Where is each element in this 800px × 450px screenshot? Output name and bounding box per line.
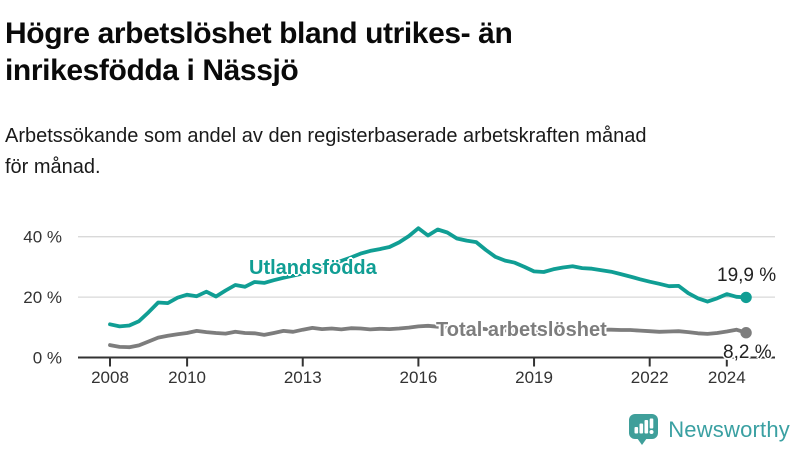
end-value-label-utlandsfodda: 19,9 % xyxy=(717,265,777,286)
newsworthy-wordmark: Newsworthy xyxy=(668,416,790,442)
series-end-dot-utlandsfodda xyxy=(740,291,752,304)
y-tick-label-40: 40 % xyxy=(23,228,62,247)
x-tick-label-2010: 2010 xyxy=(168,368,206,387)
x-tick-label-2013: 2013 xyxy=(284,368,322,387)
y-tick-label-20: 20 % xyxy=(23,288,62,307)
title-line-1: Högre arbetslöshet bland utrikes- än xyxy=(5,17,513,50)
subtitle-line-1: Arbetssökande som andel av den registerb… xyxy=(5,125,647,147)
end-value-label-total: 8,2 % xyxy=(723,342,772,363)
subtitle-line-2: för månad. xyxy=(5,156,101,178)
series-label-total-arbetsloshet: Total arbetslöshet xyxy=(436,319,607,341)
series-line-total xyxy=(108,323,748,350)
x-tick-label-2022: 2022 xyxy=(631,368,669,387)
page-title: Högre arbetslöshet bland utrikes- än inr… xyxy=(5,15,785,89)
x-tick-label-2016: 2016 xyxy=(399,368,437,387)
series-end-dot-total xyxy=(740,327,752,339)
x-tick-label-2008: 2008 xyxy=(91,368,129,387)
y-tick-label-0: 0 % xyxy=(33,349,62,368)
title-line-2: inrikesfödda i Nässjö xyxy=(5,54,299,87)
chart-subtitle: Arbetssökande som andel av den registerb… xyxy=(5,121,797,183)
newsworthy-bubble-icon xyxy=(629,414,659,445)
newsworthy-logo[interactable]: Newsworthy xyxy=(628,413,790,446)
series-label-utlandsfodda: Utlandsfödda xyxy=(249,257,377,279)
series-line-utlandsfodda xyxy=(108,226,748,329)
x-tick-label-2024: 2024 xyxy=(708,368,746,387)
x-tick-label-2019: 2019 xyxy=(515,368,553,387)
